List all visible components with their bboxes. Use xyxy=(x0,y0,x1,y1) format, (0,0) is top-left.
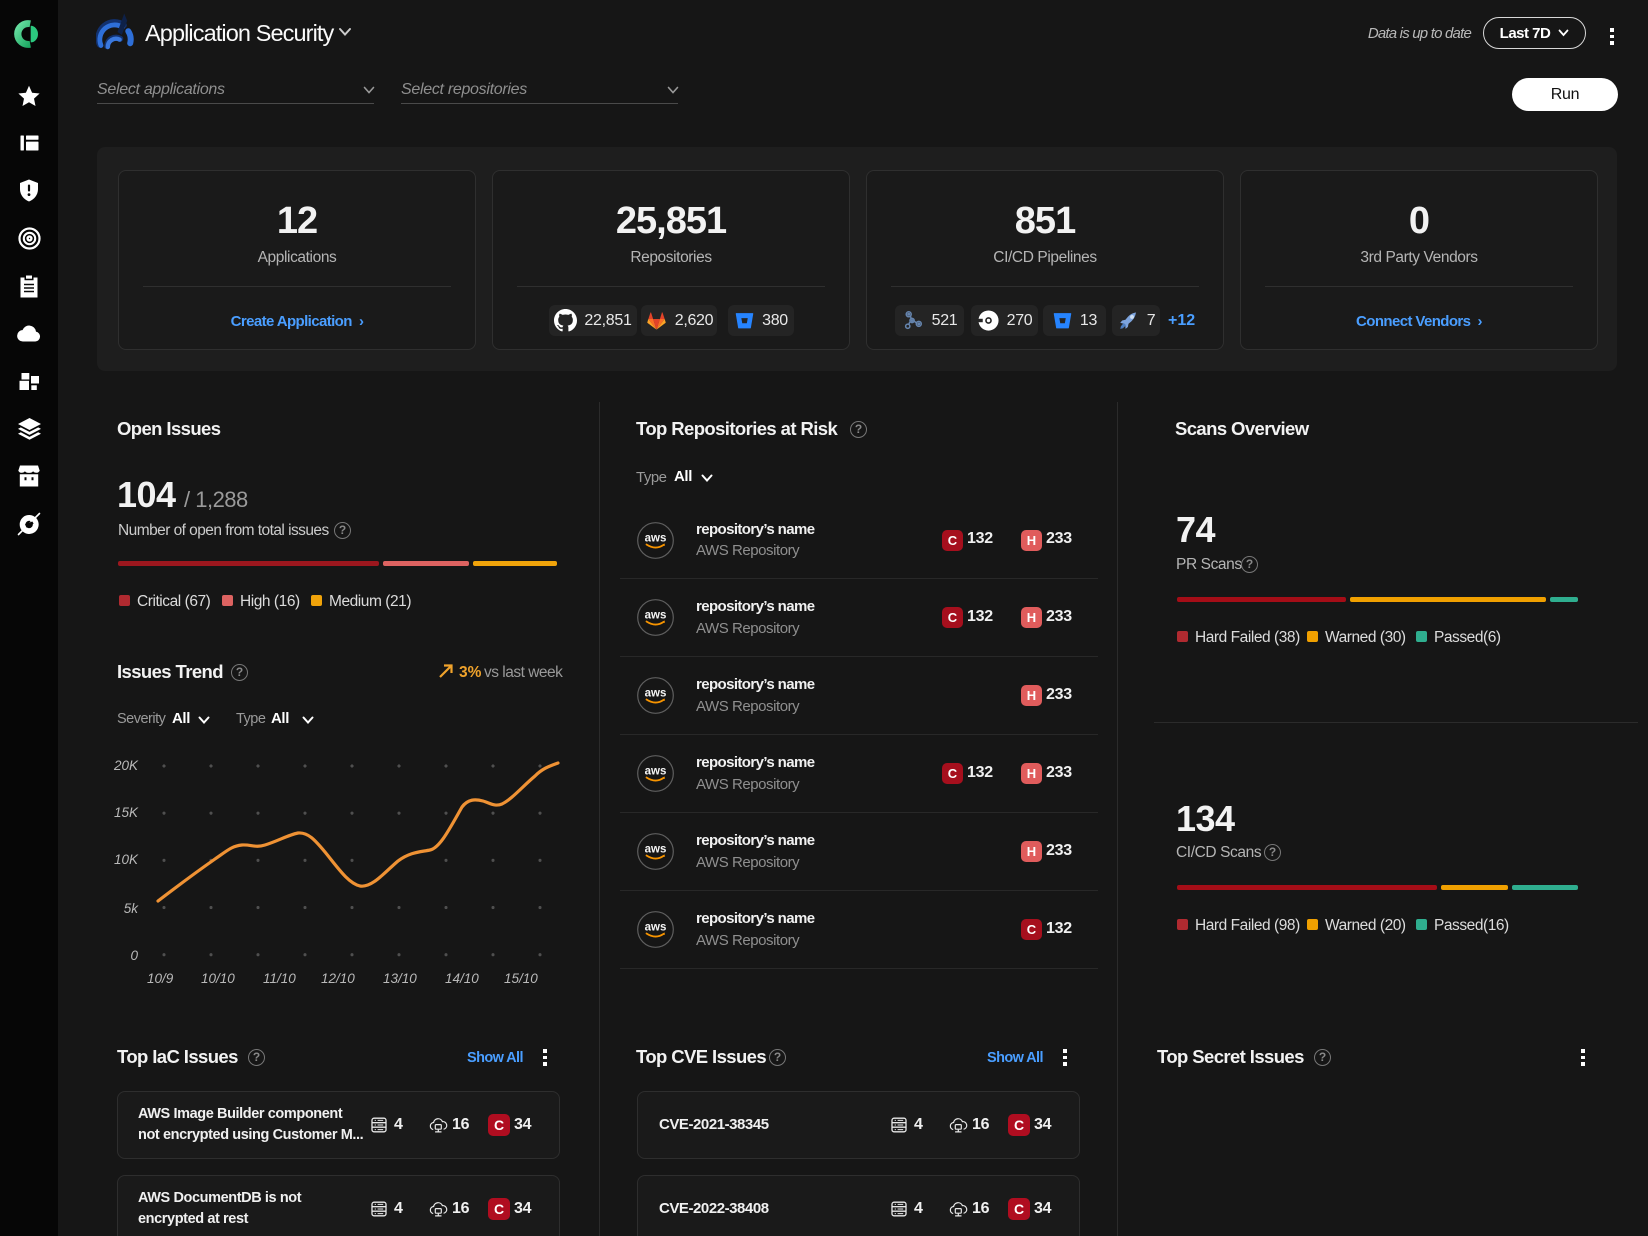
svg-text:aws: aws xyxy=(645,610,667,622)
svg-text:aws: aws xyxy=(645,844,667,856)
svg-text:aws: aws xyxy=(645,533,667,545)
svg-text:aws: aws xyxy=(645,922,667,934)
svg-text:aws: aws xyxy=(645,688,667,700)
svg-text:aws: aws xyxy=(645,766,667,778)
